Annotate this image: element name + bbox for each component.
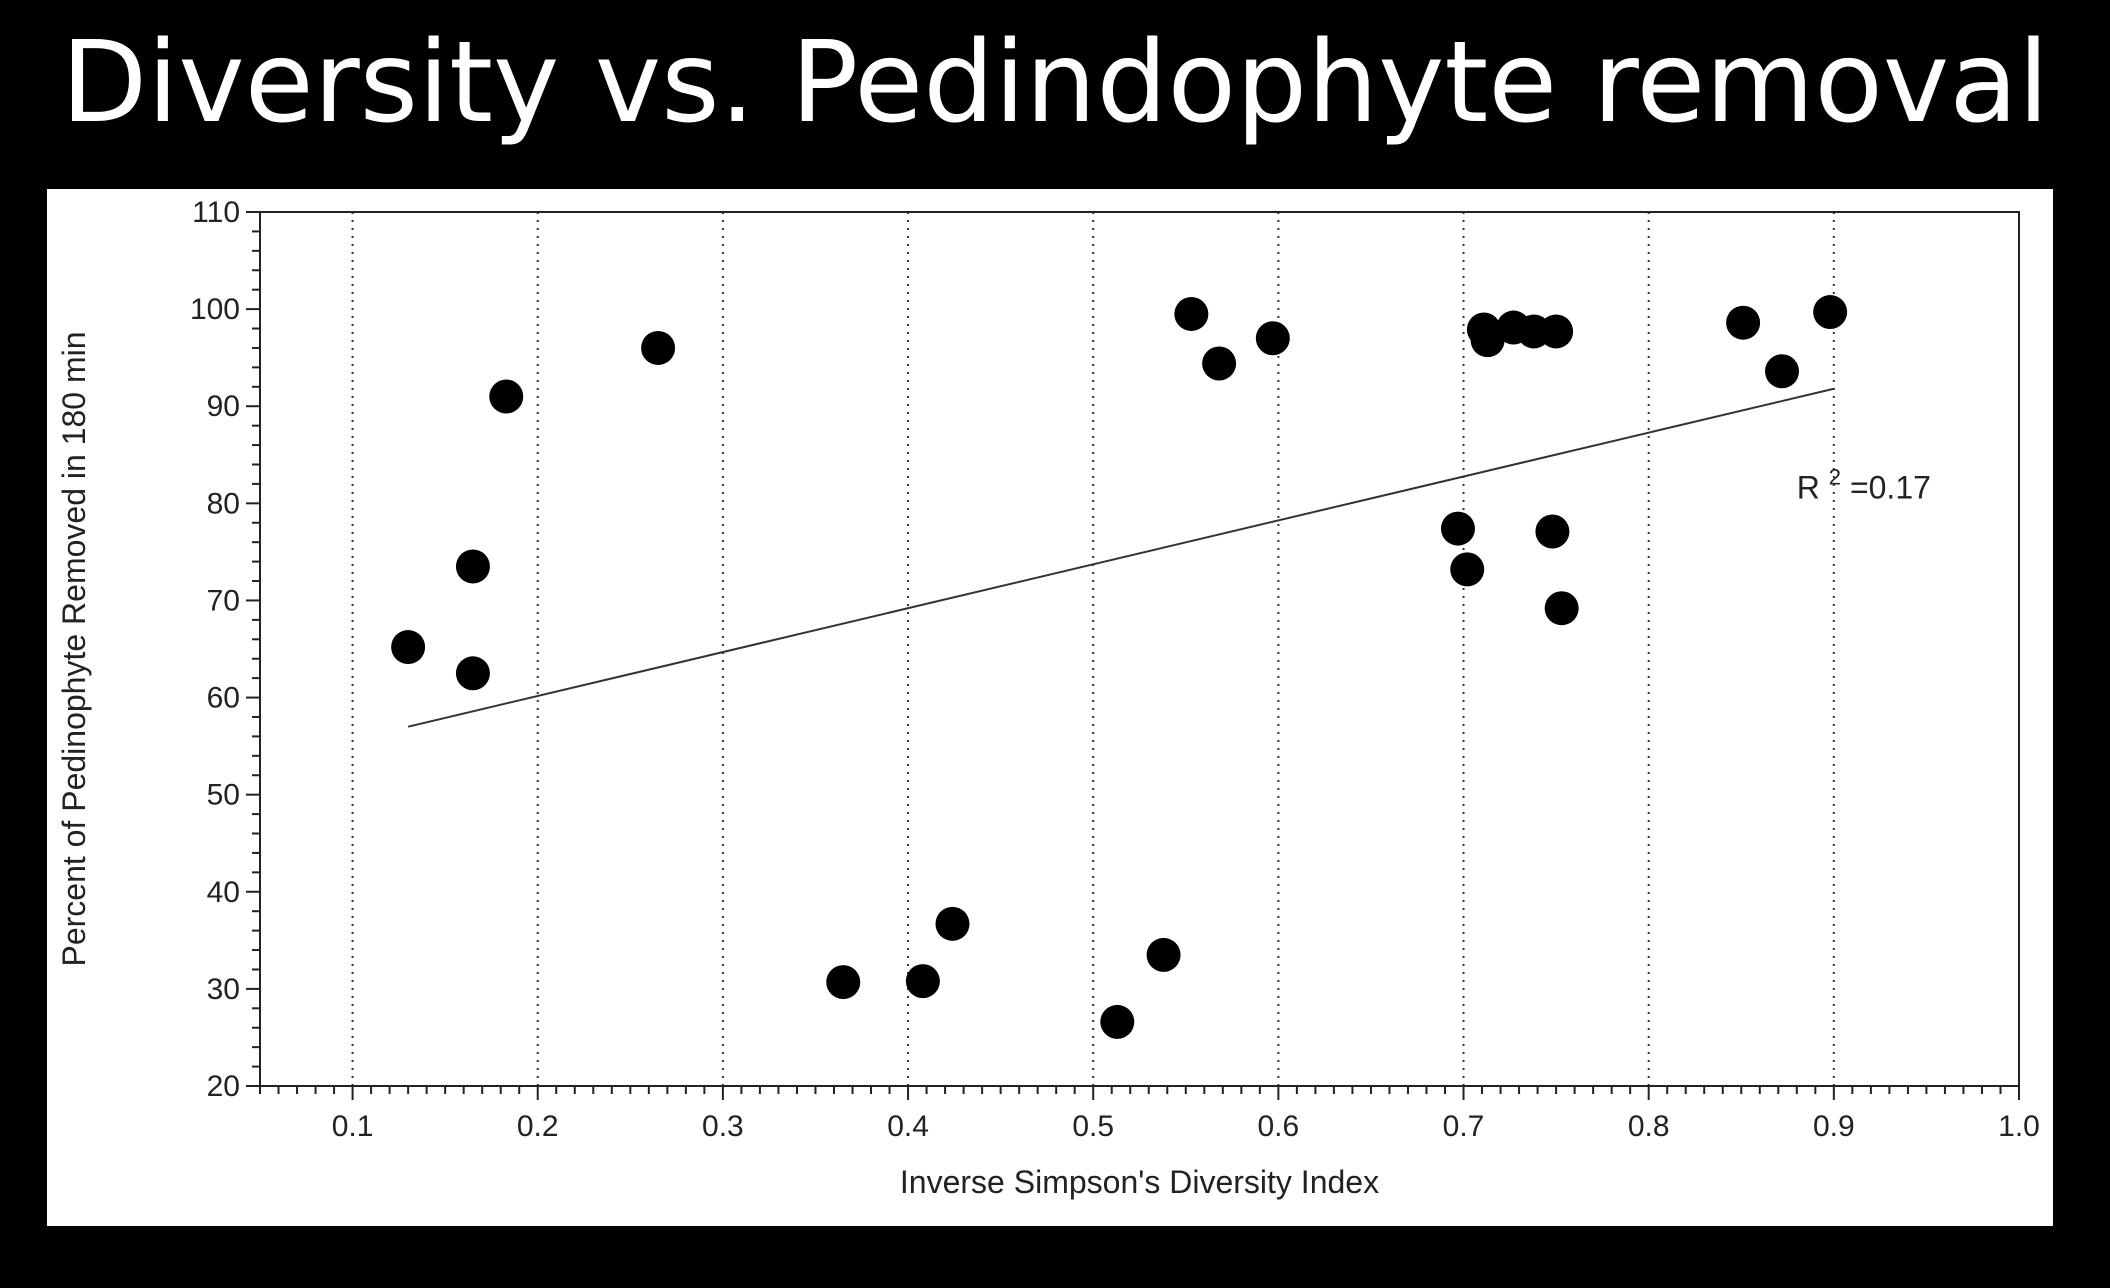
data-point — [1813, 295, 1848, 330]
x-tick-label: 0.1 — [332, 1110, 374, 1143]
y-tick-label: 70 — [207, 584, 240, 617]
data-point — [1726, 305, 1761, 340]
chart-panel: 0.1 0.2 0.3 0.4 0.5 0.6 0.7 0.8 0.9 1.0 20 30 40 50 60… — [47, 189, 2053, 1226]
data-point — [641, 330, 676, 365]
y-tick-label: 30 — [207, 973, 240, 1006]
axis-ticks: 0.1 0.2 0.3 0.4 0.5 0.6 0.7 0.8 0.9 1.0 20 30 40 50 60… — [190, 196, 2040, 1143]
y-tick-label: 50 — [207, 779, 240, 812]
x-axis-label: Inverse Simpson's Diversity Index — [900, 1164, 1379, 1200]
y-tick-label: 100 — [190, 293, 240, 326]
x-tick-label: 0.5 — [1072, 1110, 1114, 1143]
x-tick-label: 0.8 — [1628, 1110, 1670, 1143]
x-tick-label: 0.9 — [1813, 1110, 1855, 1143]
x-tick-label: 1.0 — [1998, 1110, 2040, 1143]
data-point — [935, 906, 970, 941]
slide-title: Diversity vs. Pedindophyte removal — [61, 18, 2049, 148]
data-point — [455, 656, 490, 691]
data-point — [1202, 346, 1237, 381]
grid-lines — [351, 212, 1835, 1086]
data-point — [455, 549, 490, 584]
trendline — [407, 387, 1835, 728]
data-point — [489, 379, 524, 414]
data-point — [1146, 937, 1181, 972]
data-point — [1539, 314, 1574, 349]
x-tick-label: 0.3 — [702, 1110, 744, 1143]
data-point — [1764, 354, 1799, 389]
data-points — [391, 295, 1848, 1039]
x-tick-label: 0.2 — [517, 1110, 559, 1143]
data-point — [1255, 321, 1290, 356]
y-tick-label: 90 — [207, 390, 240, 423]
x-tick-label: 0.6 — [1258, 1110, 1300, 1143]
data-point — [391, 630, 426, 665]
data-point — [1450, 552, 1485, 587]
r-squared-base: R — [1797, 469, 1820, 505]
y-tick-label: 40 — [207, 876, 240, 909]
y-tick-label: 80 — [207, 487, 240, 520]
r-squared-superscript: 2 — [1829, 464, 1841, 489]
y-tick-label: 60 — [207, 682, 240, 715]
data-point — [1100, 1004, 1135, 1039]
r-squared-annotation: R 2 =0.17 — [1797, 455, 1931, 505]
y-axis-label: Percent of Pedinophyte Removed in 180 mi… — [56, 331, 92, 966]
x-tick-label: 0.4 — [887, 1110, 929, 1143]
data-point — [1544, 591, 1579, 626]
x-tick-label: 0.7 — [1443, 1110, 1485, 1143]
data-point — [1440, 511, 1475, 546]
y-tick-label: 20 — [207, 1070, 240, 1103]
data-point — [905, 964, 940, 999]
y-tick-label: 110 — [192, 196, 240, 229]
data-point — [1470, 323, 1505, 358]
r-squared-value: =0.17 — [1850, 469, 1931, 505]
plot-frame — [259, 211, 2020, 1087]
data-point — [826, 965, 861, 1000]
data-point — [1535, 514, 1570, 549]
data-point — [1174, 296, 1209, 331]
trendline-group — [407, 387, 1835, 728]
scatter-chart: 0.1 0.2 0.3 0.4 0.5 0.6 0.7 0.8 0.9 1.0 20 30 40 50 60… — [56, 196, 2040, 1200]
